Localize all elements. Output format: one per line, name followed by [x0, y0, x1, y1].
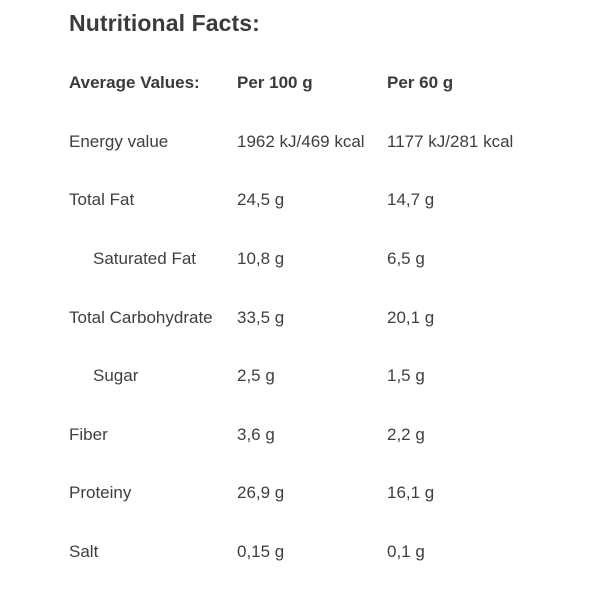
row-value-per-100g: 33,5 g — [237, 307, 285, 327]
row-value-per-100g: 24,5 g — [237, 190, 285, 210]
row-value-per-60g: 14,7 g — [387, 190, 435, 210]
table-row-total-fat: Total Fat 24,5 g 14,7 g — [69, 171, 547, 230]
row-value-per-100g: 3,6 g — [237, 424, 275, 444]
row-label: Sugar — [93, 366, 139, 386]
row-label: Saturated Fat — [93, 249, 197, 269]
row-label: Salt — [69, 542, 99, 562]
row-value-per-60g: 16,1 g — [387, 483, 435, 503]
row-label: Energy value — [69, 131, 169, 151]
table-row-sugar: Sugar 2,5 g 1,5 g — [69, 347, 547, 406]
table-row-salt: Salt 0,15 g 0,1 g — [69, 523, 547, 582]
header-per-100g: Per 100 g — [237, 73, 313, 93]
row-label: Total Fat — [69, 190, 135, 210]
row-value-per-60g: 20,1 g — [387, 307, 435, 327]
row-value-per-100g: 10,8 g — [237, 249, 285, 269]
row-value-per-100g: 0,15 g — [237, 542, 285, 562]
header-average-values: Average Values: — [69, 73, 200, 93]
table-row-energy-value: Energy value 1962 kJ/469 kcal 1177 kJ/28… — [69, 113, 547, 172]
nutrition-table: Average Values: Per 100 g Per 60 g Energ… — [69, 54, 547, 581]
row-value-per-60g: 2,2 g — [387, 424, 425, 444]
table-row-saturated-fat: Saturated Fat 10,8 g 6,5 g — [69, 230, 547, 289]
table-row-total-carbohydrate: Total Carbohydrate 33,5 g 20,1 g — [69, 288, 547, 347]
row-value-per-60g: 6,5 g — [387, 249, 425, 269]
row-value-per-100g: 2,5 g — [237, 366, 275, 386]
row-value-per-100g: 1962 kJ/469 kcal — [237, 131, 365, 151]
row-value-per-100g: 26,9 g — [237, 483, 285, 503]
table-header-row: Average Values: Per 100 g Per 60 g — [69, 54, 547, 113]
row-value-per-60g: 0,1 g — [387, 542, 425, 562]
row-label: Total Carbohydrate — [69, 307, 213, 327]
row-value-per-60g: 1,5 g — [387, 366, 425, 386]
row-label: Proteiny — [69, 483, 132, 503]
header-per-60g: Per 60 g — [387, 73, 454, 93]
row-label: Fiber — [69, 424, 108, 444]
page-title: Nutritional Facts: — [69, 10, 260, 36]
row-value-per-60g: 1177 kJ/281 kcal — [387, 131, 514, 151]
table-row-proteiny: Proteiny 26,9 g 16,1 g — [69, 464, 547, 523]
table-row-fiber: Fiber 3,6 g 2,2 g — [69, 406, 547, 465]
